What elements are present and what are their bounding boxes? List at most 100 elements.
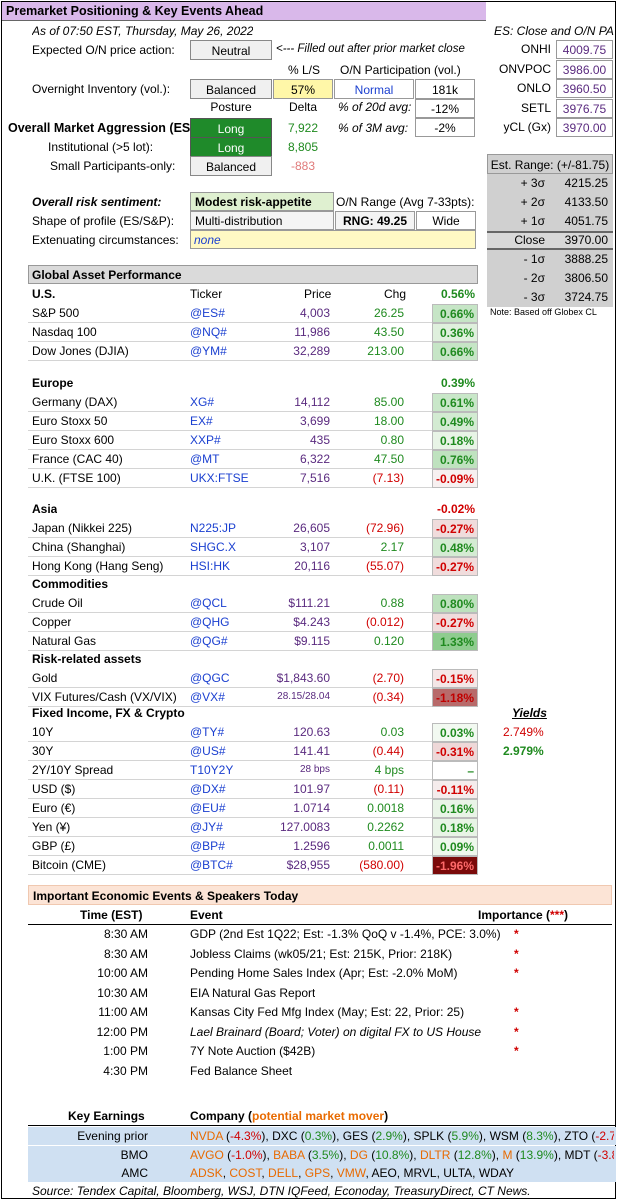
asset-pct-change: 0.61% xyxy=(432,393,478,412)
est-range-row xyxy=(487,174,613,193)
asset-price: 7,516 xyxy=(299,471,330,485)
asset-name: Euro (€) xyxy=(32,801,76,815)
earn-symbol: AEO xyxy=(371,1166,397,1180)
asset-price: 28 bps xyxy=(299,764,330,775)
asset-price: 120.63 xyxy=(293,725,330,739)
asset-pct-change: 0.36% xyxy=(432,323,478,342)
earn-label: BMO xyxy=(120,1147,148,1162)
event-time: 11:00 AM xyxy=(98,1005,148,1019)
asset-change: (55.07) xyxy=(365,559,404,573)
asset-change: 85.00 xyxy=(373,395,404,409)
est-range-label: - 3σ xyxy=(523,290,545,304)
asset-ticker: @YM# xyxy=(190,344,227,358)
est-range-label: Close xyxy=(514,233,545,247)
asset-row xyxy=(28,538,478,557)
asset-row xyxy=(28,818,478,837)
asset-ticker: @QGC xyxy=(190,671,230,685)
earn-move: 12.8% xyxy=(457,1147,492,1162)
earn-item: BABA (3.5%), xyxy=(273,1147,350,1162)
est-range-label: - 2σ xyxy=(523,271,545,285)
est-range-row xyxy=(487,288,613,307)
earn-label: Evening prior xyxy=(77,1129,148,1143)
asset-change: 0.80 xyxy=(380,433,404,447)
earn-move: -1.0% xyxy=(231,1147,263,1162)
col-price: Price xyxy=(304,287,332,301)
asset-ticker: @QHG xyxy=(190,615,230,629)
asset-change: 0.88 xyxy=(380,596,404,610)
asset-name: Germany (DAX) xyxy=(32,395,118,409)
asset-pct-change: -0.15% xyxy=(432,669,478,688)
event-importance: * xyxy=(514,927,519,941)
earn-row xyxy=(28,1145,616,1164)
asset-pct-change: 0.66% xyxy=(432,304,478,323)
earn-row xyxy=(28,1127,616,1145)
inventory-pct: 57% xyxy=(273,79,333,99)
asset-name: 30Y xyxy=(32,744,54,758)
earn-symbol: COST xyxy=(229,1166,262,1180)
asset-price: 14,112 xyxy=(294,395,330,409)
est-range-label: - 1σ xyxy=(523,252,545,266)
earn-symbol: WSM xyxy=(489,1129,519,1143)
asset-pct-change: -0.27% xyxy=(432,519,478,538)
earn-move: 0.3% xyxy=(304,1129,333,1143)
earn-symbol: ADSK xyxy=(190,1166,223,1180)
earn-symbol: ULTA xyxy=(443,1166,473,1180)
asset-ticker: N225:JP xyxy=(190,521,237,535)
section-name: Europe xyxy=(32,376,74,390)
est-range-value: 3806.50 xyxy=(564,271,608,285)
earn-label: AMC xyxy=(121,1166,148,1180)
level-value: 3960.50 xyxy=(556,79,613,98)
earn-move: 13.9% xyxy=(519,1147,554,1162)
event-time: 4:30 PM xyxy=(103,1063,148,1078)
est-range-row xyxy=(487,193,613,212)
col-ticker: Ticker xyxy=(190,287,223,301)
as-of-date: As of 07:50 EST, Thursday, May 26, 2022 xyxy=(32,24,254,38)
asset-ticker: @BP# xyxy=(190,839,225,853)
asset-price: 435 xyxy=(309,433,330,447)
earn-symbol: SPLK xyxy=(413,1129,445,1143)
earn-symbol: ZTO xyxy=(564,1129,589,1143)
event-time: 8:30 AM xyxy=(103,927,148,941)
asset-pct-change: 0.03% xyxy=(432,723,478,742)
earn-symbol: NVDA xyxy=(190,1129,223,1143)
asset-ticker: @EU# xyxy=(190,801,226,815)
level-label: ONVPOC xyxy=(498,61,551,76)
event-name: EIA Natural Gas Report xyxy=(190,985,316,1000)
asset-name: Crude Oil xyxy=(32,596,83,610)
asset-name: Euro Stoxx 600 xyxy=(32,433,115,447)
asset-ticker: @VX# xyxy=(190,690,225,704)
risk-label: Overall risk sentiment: xyxy=(32,195,162,209)
asset-pct-change: 0.18% xyxy=(432,818,478,837)
earn-symbol: DELL xyxy=(268,1166,299,1180)
es-header: ES: Close and O/N PA xyxy=(494,24,614,38)
event-importance: * xyxy=(514,1024,519,1039)
gap-title: Global Asset Performance xyxy=(28,265,478,284)
ev-col-event: Event xyxy=(190,908,223,922)
asset-ticker: UKX:FTSE xyxy=(190,471,249,485)
earn-item: MRVL, xyxy=(403,1166,444,1180)
asset-price: 3,699 xyxy=(299,414,330,428)
asset-price: 4,003 xyxy=(299,306,330,320)
asset-ticker: HSI:HK xyxy=(190,559,231,573)
asset-name: Euro Stoxx 50 xyxy=(32,414,108,428)
earn-item: ZTO (-2.7%) xyxy=(564,1129,614,1143)
delta-header: Delta xyxy=(288,100,317,114)
earn-item: ADSK, xyxy=(190,1166,230,1180)
section-name: Asia xyxy=(32,502,58,516)
earn-item: AEO, xyxy=(371,1166,404,1180)
earn-symbol: AVGO xyxy=(190,1147,224,1162)
earn-item: WSM (8.3%), xyxy=(489,1129,565,1143)
asset-name: S&P 500 xyxy=(32,306,80,320)
earn-item: SPLK (5.9%), xyxy=(413,1129,490,1143)
earn-item: VMW, xyxy=(336,1166,372,1180)
earn-list: NVDA (-4.3%), DXC (0.3%), GES (2.9%), SP… xyxy=(190,1129,614,1143)
earn-symbol: WDAY xyxy=(478,1166,514,1180)
asset-price: 6,322 xyxy=(299,452,330,466)
earn-item: ULTA, xyxy=(443,1166,479,1180)
event-name: Jobless Claims (wk05/21; Est: 215K, Prio… xyxy=(190,946,453,961)
asset-change: 18.00 xyxy=(373,414,404,428)
asset-price: 26,605 xyxy=(293,521,330,535)
inventory-value: Balanced xyxy=(190,79,272,99)
asset-change: (0.34) xyxy=(372,690,404,704)
asset-change: (72.96) xyxy=(365,521,404,535)
